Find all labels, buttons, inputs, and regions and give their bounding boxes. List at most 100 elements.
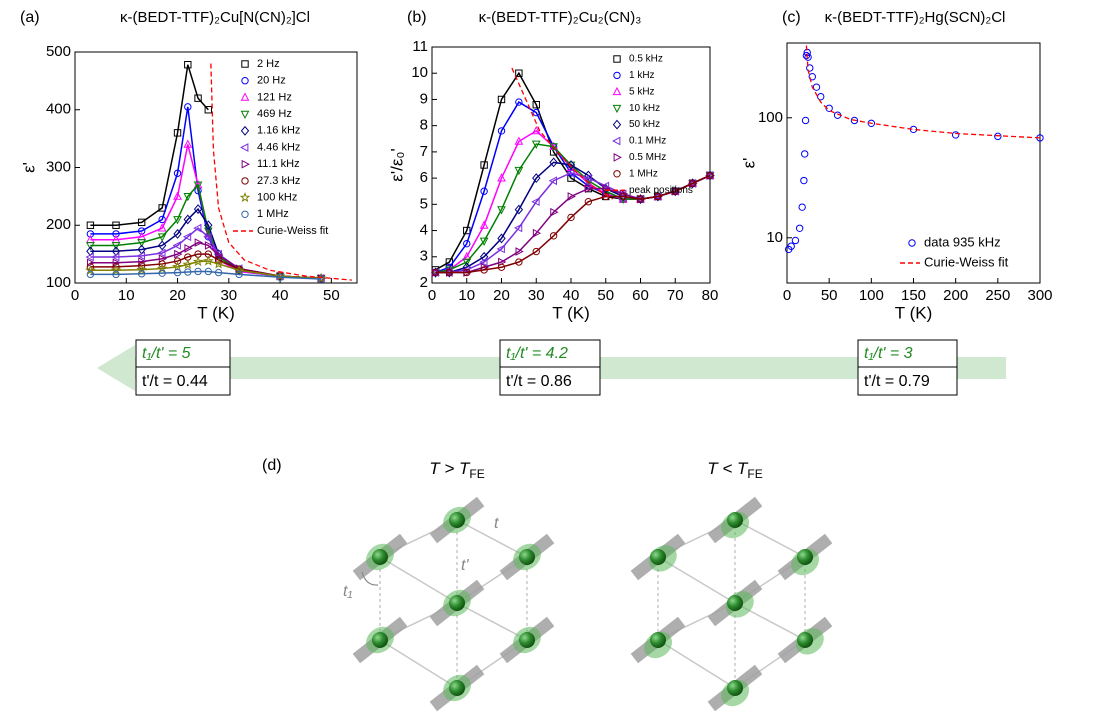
marker <box>241 60 249 68</box>
marker <box>566 168 575 178</box>
marker <box>194 94 202 102</box>
x-tick-label: 20 <box>493 287 510 304</box>
marker <box>825 104 833 112</box>
marker <box>183 192 193 202</box>
marker <box>908 239 916 247</box>
y-tick-label: 5 <box>420 195 428 212</box>
marker <box>612 104 622 114</box>
legend-label: 1 kHz <box>629 70 655 81</box>
marker <box>431 267 440 278</box>
bond <box>379 639 458 689</box>
y-tick-label: 400 <box>46 101 71 118</box>
marker <box>612 136 621 146</box>
y-axis-label: ε'/ε₀' <box>387 148 406 181</box>
series-line <box>435 129 710 274</box>
legend-label: 100 kHz <box>257 192 297 204</box>
marker <box>86 230 95 238</box>
marker <box>174 249 183 259</box>
title-main: T < T <box>707 459 749 478</box>
x-axis-label: T (K) <box>895 303 932 322</box>
marker <box>567 213 575 222</box>
marker <box>497 206 506 215</box>
marker <box>801 116 810 125</box>
ratio-box-top <box>857 339 958 368</box>
bond <box>379 556 458 604</box>
marker <box>550 207 559 217</box>
marker <box>600 181 610 191</box>
legend-label: 1 MHz <box>257 208 289 220</box>
marker <box>158 260 166 268</box>
series-line <box>90 270 322 280</box>
plot-frame <box>74 51 358 284</box>
plot-frame <box>431 46 711 284</box>
bond <box>456 519 528 558</box>
marker <box>532 108 540 117</box>
marker <box>136 251 146 261</box>
marker <box>532 173 541 184</box>
marker <box>479 220 489 229</box>
marker <box>798 203 806 211</box>
y-tick-label: 2 <box>420 274 428 291</box>
marker <box>497 263 506 271</box>
legend-label: 20 Hz <box>257 75 286 87</box>
series-line <box>90 260 322 280</box>
site <box>797 632 813 648</box>
marker <box>240 110 250 120</box>
hop-arrow <box>361 571 379 586</box>
marker <box>158 215 166 224</box>
marker <box>812 83 821 91</box>
y-tick-label: 3 <box>420 248 428 265</box>
marker <box>137 270 146 278</box>
series-line <box>511 67 614 200</box>
marker <box>445 268 454 277</box>
marker <box>462 251 472 261</box>
marker <box>157 248 166 258</box>
marker <box>480 262 490 272</box>
site <box>449 680 465 696</box>
legend-label: 4.46 kHz <box>257 141 300 153</box>
marker <box>239 192 251 203</box>
marker <box>182 232 192 242</box>
marker <box>705 170 715 181</box>
marker <box>584 198 593 206</box>
y-tick-label: 500 <box>46 43 71 60</box>
legend-label: Curie-Weiss fit <box>257 225 328 237</box>
marker <box>613 170 621 178</box>
marker <box>111 242 121 251</box>
panel-label: (d) <box>262 457 282 474</box>
y-tick-label: 9 <box>420 90 428 107</box>
ratio-t1: t₁/t' = 5 <box>142 345 191 362</box>
marker <box>172 241 181 250</box>
lattice-title: T < TFE <box>707 459 763 481</box>
marker <box>688 179 697 188</box>
marker <box>461 265 471 275</box>
ratio-t1: t₁/t' = 3 <box>864 345 913 362</box>
site <box>727 680 743 696</box>
marker <box>173 169 182 177</box>
x-tick-label: 10 <box>458 287 475 304</box>
title-sub: FE <box>747 467 762 481</box>
y-tick-label: 10 <box>411 64 428 81</box>
marker <box>671 187 679 195</box>
legend-label: 50 kHz <box>629 119 660 130</box>
marker <box>480 187 488 195</box>
bond-label: t <box>494 515 499 532</box>
legend-label: 1 MHz <box>629 168 658 179</box>
marker <box>111 252 120 262</box>
marker <box>241 210 249 219</box>
series-line <box>435 174 710 274</box>
marker <box>636 195 645 203</box>
marker <box>137 227 146 235</box>
marker <box>87 258 96 268</box>
marker <box>497 95 506 104</box>
site <box>449 595 465 611</box>
x-tick-label: 30 <box>220 287 237 304</box>
marker <box>613 153 622 162</box>
y-tick-label: 6 <box>420 169 428 186</box>
series-line <box>805 45 1040 139</box>
marker <box>806 64 814 72</box>
bond <box>657 639 736 689</box>
ratio-t: t'/t = 0.86 <box>506 373 572 390</box>
plot-frame <box>786 42 1041 284</box>
x-tick-label: 50 <box>597 287 614 304</box>
